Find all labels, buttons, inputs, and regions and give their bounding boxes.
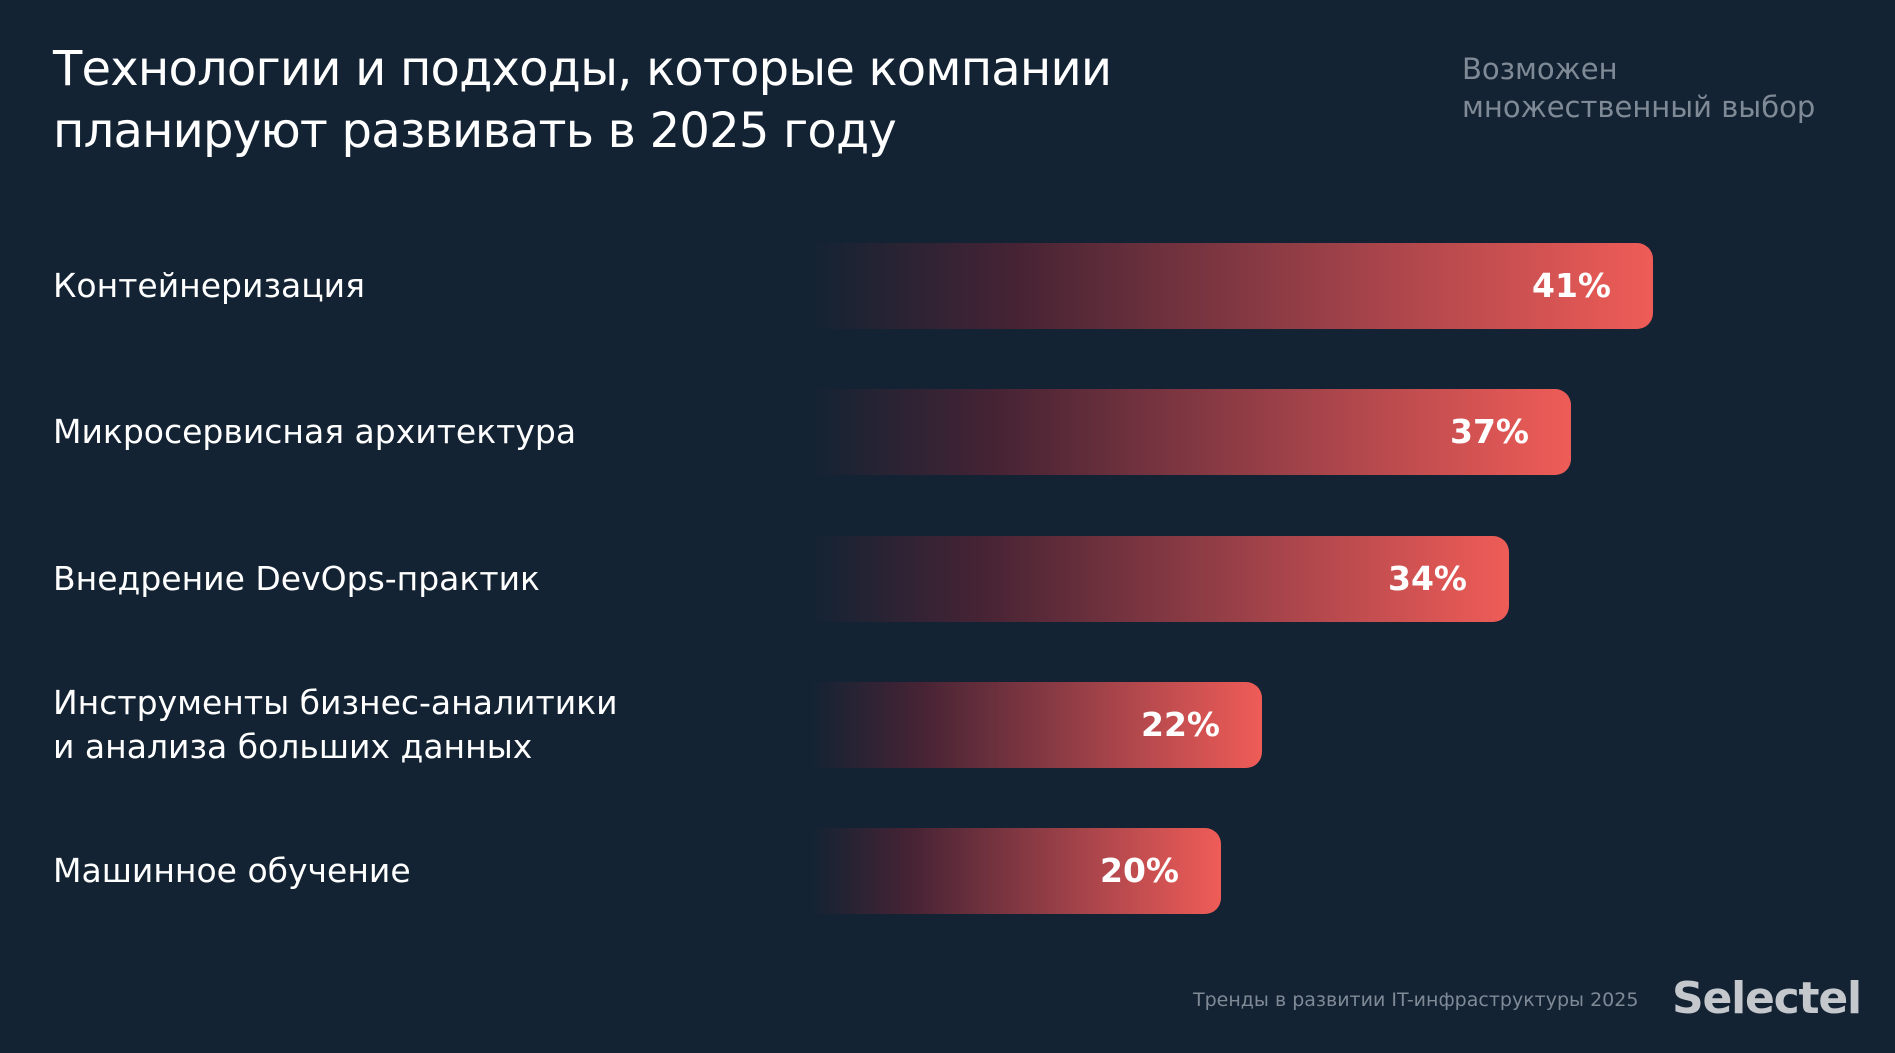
- value-label: 22%: [1141, 705, 1220, 744]
- source-text: Тренды в развитии IT-инфраструктуры 2025: [1193, 989, 1639, 1011]
- data-bar: 37%: [810, 389, 1571, 475]
- note-line-2: множественный выбор: [1462, 90, 1816, 124]
- data-bar: 22%: [810, 682, 1262, 768]
- data-bar: 34%: [810, 536, 1509, 622]
- note-line-1: Возможен: [1462, 52, 1618, 86]
- chart-title-line-2: планируют развивать в 2025 году: [53, 103, 897, 159]
- data-bar: 20%: [810, 828, 1221, 914]
- category-label: Внедрение DevOps-практик: [53, 559, 540, 598]
- value-label: 41%: [1532, 266, 1611, 305]
- value-label: 37%: [1450, 412, 1529, 451]
- data-bar: 41%: [810, 243, 1653, 329]
- chart-title: Технологии и подходы, которые компании п…: [53, 38, 1203, 162]
- category-label: Инструменты бизнес-аналитики и анализа б…: [53, 683, 618, 766]
- category-label: Машинное обучение: [53, 851, 411, 890]
- category-label: Микросервисная архитектура: [53, 412, 577, 451]
- category-label: Контейнеризация: [53, 266, 365, 305]
- selectel-logo: Selectel: [1672, 973, 1862, 1024]
- value-label: 20%: [1100, 851, 1179, 890]
- value-label: 34%: [1388, 559, 1467, 598]
- multiple-choice-note: Возможен множественный выбор: [1462, 50, 1852, 126]
- chart-title-line-1: Технологии и подходы, которые компании: [53, 41, 1112, 97]
